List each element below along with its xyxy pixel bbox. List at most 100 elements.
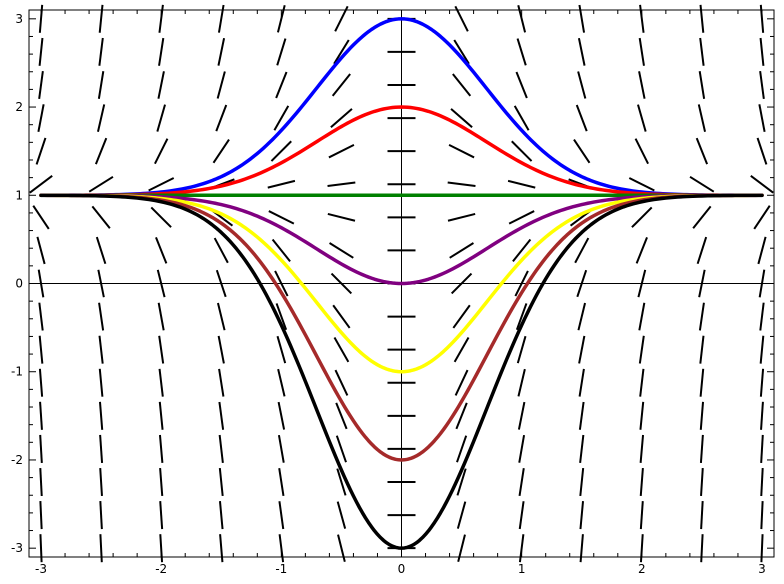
slope-segment-11-9: [696, 236, 708, 265]
x-tick-label: 1: [518, 562, 526, 576]
slope-segment-9-5: [578, 368, 585, 397]
slope-segment-4-11: [267, 179, 296, 189]
slope-segment-5-7: [332, 304, 351, 329]
slope-segment-7-10: [447, 212, 476, 222]
slope-segment-5-11: [327, 181, 356, 187]
slope-segment-0-1: [39, 501, 43, 530]
slope-segment-9-4: [578, 401, 585, 430]
slope-segment-8-4: [517, 401, 526, 430]
slope-segment-11-2: [700, 467, 704, 497]
slope-segment-12-14: [759, 70, 765, 100]
slope-segment-2-2: [159, 467, 164, 497]
slope-segment-5-14: [331, 73, 351, 97]
y-tick-label: 1: [15, 188, 23, 202]
slope-segment-4-3: [277, 434, 285, 463]
slope-segment-9-9: [574, 237, 590, 264]
slope-segment-1-11: [88, 175, 114, 193]
slope-segment-7-1: [456, 501, 467, 529]
slope-segment-0-11: [29, 175, 53, 194]
slope-segment-5-1: [336, 501, 347, 529]
slope-segment-0-12: [35, 137, 47, 165]
slope-segment-8-7: [515, 303, 528, 331]
slope-segment-7-2: [456, 468, 467, 496]
slope-segment-10-7: [638, 302, 646, 331]
y-tick-label: 3: [15, 12, 23, 26]
slope-segment-2-13: [156, 104, 166, 132]
slope-segment-11-13: [697, 104, 706, 132]
slope-segment-11-5: [699, 368, 705, 397]
slope-field: [29, 4, 774, 563]
slope-segment-11-7: [698, 302, 705, 331]
slope-segment-5-9: [329, 242, 354, 259]
slope-segment-4-2: [278, 468, 285, 496]
slope-segment-10-10: [631, 206, 653, 228]
slope-segment-7-7: [452, 304, 471, 329]
slope-segment-0-5: [38, 368, 44, 397]
slope-segment-8-12: [511, 140, 533, 162]
slope-segment-10-3: [639, 434, 645, 463]
slope-segment-9-13: [575, 104, 588, 132]
slope-segment-3-3: [218, 434, 224, 463]
slope-segment-9-15: [577, 37, 586, 66]
slope-segment-8-5: [517, 368, 526, 397]
slope-segment-2-3: [158, 434, 164, 463]
slope-segment-5-10: [327, 212, 356, 222]
slope-segment-12-12: [756, 137, 768, 165]
y-tick-label: -1: [11, 365, 23, 379]
slope-segment-11-11: [689, 175, 715, 193]
slope-segment-1-7: [98, 302, 105, 331]
slope-segment-7-4: [455, 402, 468, 430]
x-tick-labels: -3 -2 -1 0 1 2 3: [35, 562, 766, 576]
slope-segment-12-5: [759, 368, 765, 397]
slope-segment-2-14: [157, 71, 165, 99]
slope-segment-12-0: [760, 534, 764, 563]
slope-segment-8-2: [518, 468, 525, 496]
slope-segment-12-7: [759, 302, 765, 331]
slope-segment-3-5: [218, 368, 225, 397]
slope-segment-3-4: [218, 401, 225, 430]
slope-segment-8-15: [516, 38, 527, 66]
slope-segment-12-6: [759, 335, 765, 364]
slope-segment-8-14: [515, 71, 528, 99]
slope-segment-0-13: [37, 104, 45, 133]
slope-segment-5-3: [335, 435, 347, 463]
slope-segment-7-3: [456, 435, 468, 463]
slope-segment-11-6: [699, 335, 705, 364]
y-tick-labels: -3 -2 -1 0 1 2 3: [11, 12, 23, 555]
slope-segment-3-7: [216, 302, 226, 331]
slope-segment-9-3: [579, 434, 585, 463]
slope-segment-9-12: [573, 138, 591, 164]
slope-segment-10-5: [639, 368, 645, 397]
slope-segment-4-7: [275, 303, 288, 331]
slope-segment-10-11: [628, 177, 655, 192]
slope-segment-4-1: [278, 501, 285, 530]
slope-segment-5-6: [333, 337, 350, 363]
slope-segment-10-14: [638, 71, 646, 99]
slope-segment-4-12: [270, 140, 292, 162]
slope-segment-10-15: [638, 37, 645, 66]
slope-segment-2-7: [157, 302, 165, 331]
slope-segment-12-2: [760, 467, 764, 497]
slope-segment-10-1: [639, 501, 644, 530]
y-tick-label: 0: [15, 277, 23, 291]
slope-segment-3-15: [217, 37, 226, 66]
slope-segment-11-12: [695, 137, 709, 165]
slope-segment-7-15: [453, 39, 470, 65]
slope-segment-5-5: [334, 369, 349, 396]
x-tick-label: -2: [155, 562, 167, 576]
slope-segment-4-9: [271, 238, 291, 262]
x-tick-label: -3: [35, 562, 47, 576]
slope-segment-3-12: [212, 138, 230, 164]
x-tick-label: -1: [275, 562, 287, 576]
slope-segment-11-10: [692, 205, 712, 229]
slope-segment-5-4: [335, 402, 348, 430]
slope-segment-12-4: [760, 401, 764, 430]
slope-segment-1-13: [97, 104, 106, 132]
slope-segment-4-13: [273, 105, 290, 131]
slope-segment-10-2: [639, 467, 644, 497]
slope-segment-5-2: [336, 468, 347, 496]
slope-segment-12-13: [758, 104, 766, 133]
slope-segment-4-10: [268, 210, 295, 225]
slope-segment-10-12: [634, 138, 649, 165]
slope-segment-11-4: [699, 401, 705, 430]
